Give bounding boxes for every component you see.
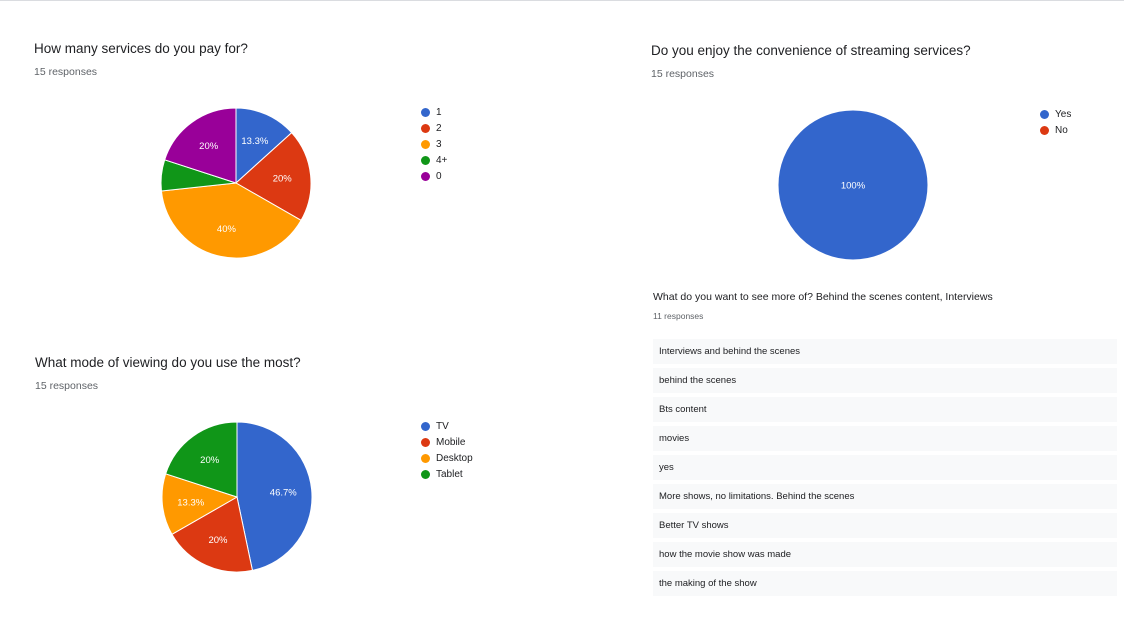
legend-label: Desktop	[436, 452, 473, 464]
pie-slice-1[interactable]	[235, 107, 293, 185]
legend-item[interactable]: Tablet	[421, 466, 473, 482]
legend-swatch-icon	[1040, 109, 1049, 119]
legend-item[interactable]: 1	[421, 104, 447, 120]
q2-title: Do you enjoy the convenience of streamin…	[651, 43, 971, 58]
q1-response-count: 15 responses	[34, 66, 98, 78]
response-row: Bts content	[653, 397, 1117, 422]
legend-swatch-icon	[1040, 125, 1049, 135]
q1-legend: 1 2 3 4+ 0	[421, 104, 447, 184]
pie-slice-3[interactable]	[160, 182, 302, 259]
pie-slice-mobile[interactable]	[171, 496, 254, 573]
response-row: how the movie show was made	[653, 542, 1117, 567]
legend-item[interactable]: 0	[421, 168, 447, 184]
response-row: More shows, no limitations. Behind the s…	[653, 484, 1117, 509]
legend-label: 4+	[436, 154, 448, 166]
pie-slice-2[interactable]	[235, 131, 312, 222]
q4-response-count: 11 responses	[653, 311, 704, 321]
top-divider	[0, 0, 1124, 1]
q3-pie-chart: 46.7% 20% 13.3% 20%	[161, 421, 313, 573]
legend-swatch-icon	[421, 453, 430, 463]
q4-response-list: Interviews and behind the scenes behind t…	[653, 339, 1117, 600]
legend-item[interactable]: Yes	[1040, 106, 1071, 122]
response-row: movies	[653, 426, 1117, 451]
legend-swatch-icon	[421, 437, 430, 447]
q3-title: What mode of viewing do you use the most…	[35, 355, 301, 370]
legend-label: No	[1055, 124, 1068, 136]
pie-slice-yes[interactable]	[777, 109, 929, 261]
response-row: behind the scenes	[653, 368, 1117, 393]
slice-data-label: 13.3%	[241, 136, 268, 147]
legend-item[interactable]: No	[1040, 122, 1071, 138]
response-row: yes	[653, 455, 1117, 480]
slice-data-label: 40%	[217, 224, 237, 235]
legend-label: 1	[436, 106, 442, 118]
q3-response-count: 15 responses	[35, 380, 99, 392]
slice-data-label: 20%	[199, 141, 219, 152]
legend-label: Tablet	[436, 468, 463, 480]
legend-swatch-icon	[421, 107, 430, 117]
legend-swatch-icon	[421, 155, 430, 165]
response-row: Better TV shows	[653, 513, 1117, 538]
slice-data-label: 100%	[841, 181, 866, 192]
legend-item[interactable]: 2	[421, 120, 447, 136]
legend-swatch-icon	[421, 123, 430, 133]
legend-item[interactable]: Desktop	[421, 450, 473, 466]
legend-item[interactable]: TV	[421, 418, 473, 434]
slice-data-label: 20%	[208, 535, 228, 546]
legend-item[interactable]: Mobile	[421, 434, 473, 450]
pie-slice-tv[interactable]	[236, 421, 313, 571]
legend-label: 3	[436, 138, 442, 150]
q2-response-count: 15 responses	[651, 68, 715, 80]
slice-data-label: 46.7%	[270, 488, 297, 499]
pie-slice-0[interactable]	[164, 107, 237, 184]
legend-item[interactable]: 4+	[421, 152, 447, 168]
q1-pie-chart: 13.3% 20% 40% 20%	[160, 107, 312, 259]
legend-swatch-icon	[421, 421, 430, 431]
legend-label: Yes	[1055, 108, 1072, 120]
q1-title: How many services do you pay for?	[34, 41, 248, 56]
slice-data-label: 20%	[273, 174, 293, 185]
response-row: the making of the show	[653, 571, 1117, 596]
pie-slice-tablet[interactable]	[165, 421, 238, 498]
legend-swatch-icon	[421, 171, 430, 181]
legend-item[interactable]: 3	[421, 136, 447, 152]
q2-legend: Yes No	[1040, 106, 1071, 138]
q2-pie-chart: 100%	[777, 109, 929, 261]
legend-label: TV	[436, 420, 449, 432]
legend-label: 2	[436, 122, 442, 134]
legend-label: 0	[436, 170, 442, 182]
slice-data-label: 13.3%	[177, 497, 204, 508]
legend-swatch-icon	[421, 469, 430, 479]
pie-slice-desktop[interactable]	[161, 473, 239, 536]
q3-legend: TV Mobile Desktop Tablet	[421, 418, 473, 482]
q4-title: What do you want to see more of? Behind …	[653, 291, 993, 303]
legend-swatch-icon	[421, 139, 430, 149]
response-row: Interviews and behind the scenes	[653, 339, 1117, 364]
slice-data-label: 20%	[200, 455, 220, 466]
legend-label: Mobile	[436, 436, 466, 448]
